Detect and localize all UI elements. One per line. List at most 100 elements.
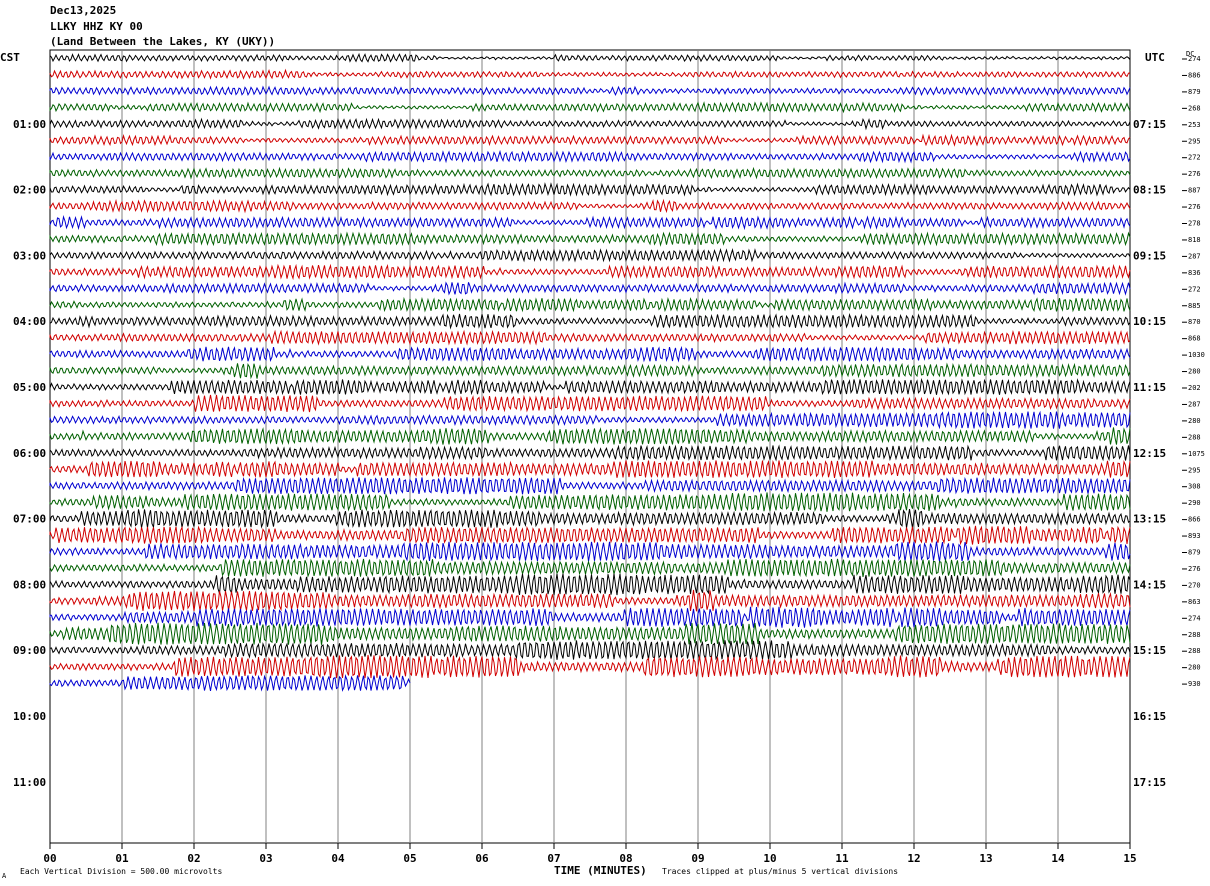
x-tick-label: 00 [43,852,56,865]
x-tick-label: 10 [763,852,776,865]
right-hour-label: 07:15 [1133,118,1166,131]
right-hour-label: 16:15 [1133,710,1166,723]
seismic-trace [49,606,1131,628]
seismic-trace [49,377,1131,396]
x-tick-label: 05 [403,852,416,865]
right-hour-label: 09:15 [1133,249,1166,262]
dc-offset-label: 268 [1188,104,1201,112]
right-hour-label: 12:15 [1133,447,1166,460]
dc-offset-label: 280 [1188,368,1201,376]
dc-offset-label: 866 [1188,516,1201,524]
seismic-trace [49,198,1131,214]
seismic-trace [49,362,1131,380]
x-tick-label: 03 [259,852,272,865]
seismic-trace [49,410,1131,430]
dc-offset-label: 1030 [1188,351,1205,359]
right-hour-label: 10:15 [1133,315,1166,328]
dc-offset-label: 270 [1188,581,1201,589]
dc-offset-label: 879 [1188,549,1201,557]
clip-footnote: Traces clipped at plus/minus 5 vertical … [662,867,898,876]
x-axis-title: TIME (MINUTES) [554,864,647,877]
seismic-trace [49,329,1131,346]
seismic-trace [49,622,1131,645]
seismic-trace [49,345,1131,363]
seismic-trace [49,427,1131,446]
left-hour-label: 03:00 [13,249,46,262]
seismic-trace [49,312,1131,330]
seismic-trace [49,248,1131,263]
seismic-trace [49,133,1131,147]
plot-frame [49,49,1131,844]
x-tick-label: 09 [691,852,704,865]
left-hour-label: 01:00 [13,118,46,131]
seismic-trace [49,182,1131,197]
seismic-trace [49,589,1131,612]
x-tick-label: 07 [547,852,560,865]
dc-offset-label: 818 [1188,236,1201,244]
right-hour-label: 08:15 [1133,184,1166,197]
x-tick-label: 04 [331,852,345,865]
dc-offset-label: 290 [1188,499,1201,507]
x-tick-label: 11 [835,852,849,865]
left-hour-label: 02:00 [13,184,46,197]
seismic-trace [49,101,1131,114]
dc-offset-label: 836 [1188,269,1201,277]
dc-offset-label: 1075 [1188,450,1205,458]
dc-offset-label: 288 [1188,631,1201,639]
x-tick-label: 08 [619,852,632,865]
right-hour-label: 14:15 [1133,578,1166,591]
left-hour-label: 09:00 [13,644,46,657]
x-tick-label: 06 [475,852,489,865]
right-timezone-label: UTC [1145,51,1165,64]
seismic-trace [49,654,1131,679]
seismic-trace [49,85,1131,97]
seismic-trace [49,166,1131,180]
left-hour-label: 05:00 [13,381,46,394]
left-hour-label: 11:00 [13,776,46,789]
seismic-trace [49,281,1131,296]
dc-offset-label: 280 [1188,664,1201,672]
dc-offset-label: 863 [1188,598,1201,606]
seismic-trace [49,459,1131,479]
seismic-trace [49,640,1131,661]
scale-footnote: Each Vertical Division = 500.00 microvol… [20,867,222,876]
right-hour-label: 17:15 [1133,776,1166,789]
header-date: Dec13,2025 [50,4,117,17]
left-hour-label: 07:00 [13,513,46,526]
header-station: LLKY HHZ KY 00 [50,20,143,33]
dc-offset-label: 295 [1188,466,1201,474]
dc-offset-label: 308 [1188,483,1201,491]
seismic-trace [49,68,1131,80]
seismic-trace [49,508,1131,530]
seismic-trace [49,117,1131,131]
dc-offset-label: 276 [1188,565,1201,573]
dc-offset-label: 879 [1188,88,1201,96]
x-tick-label: 15 [1123,852,1136,865]
left-hour-label: 10:00 [13,710,46,723]
x-tick-label: 13 [979,852,992,865]
dc-offset-label: 280 [1188,417,1201,425]
left-hour-label: 08:00 [13,578,46,591]
dc-offset-label: 288 [1188,433,1201,441]
dc-offset-label: 276 [1188,170,1201,178]
seismic-trace [49,296,1131,313]
right-hour-label: 11:15 [1133,381,1166,394]
x-tick-label: 01 [115,852,129,865]
right-hour-label: 13:15 [1133,513,1166,526]
seismic-trace [49,476,1131,495]
left-timezone-label: CST [0,51,20,64]
seismic-trace [49,263,1131,281]
x-tick-label: 14 [1051,852,1065,865]
seismic-trace [49,394,1131,413]
x-tick-label: 02 [187,852,200,865]
dc-offset-label: 288 [1188,647,1201,655]
dc-offset-label: 274 [1188,55,1201,63]
x-tick-label: 12 [907,852,920,865]
seismic-trace [49,541,1131,562]
dc-offset-label: 287 [1188,252,1201,260]
dc-offset-label: 870 [1188,318,1201,326]
dc-offset-label: 886 [1188,71,1201,79]
dc-offset-label: 885 [1188,302,1201,310]
dc-offset-label: 893 [1188,532,1201,540]
